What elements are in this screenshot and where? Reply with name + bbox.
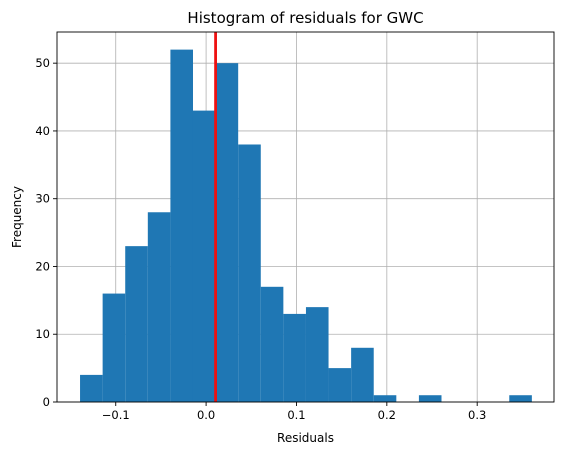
x-axis-ticks: −0.1 0.0 0.1 0.2 0.3 xyxy=(102,402,486,422)
histogram-bar xyxy=(305,307,329,402)
y-tick-label: 20 xyxy=(35,259,50,273)
y-axis-ticks: 0 10 20 30 40 50 xyxy=(35,56,57,409)
plot-frame xyxy=(56,31,555,403)
histogram-bar xyxy=(102,293,126,402)
histogram-bar xyxy=(328,368,352,402)
histogram-bar xyxy=(125,246,148,402)
x-tick-label: 0.3 xyxy=(468,408,486,422)
histogram-bar xyxy=(351,347,374,402)
y-tick-label: 40 xyxy=(35,124,50,138)
x-tick-label: 0.2 xyxy=(378,408,396,422)
histogram-bar xyxy=(80,374,103,402)
histogram-bar xyxy=(147,212,171,402)
y-axis-label: Frequency xyxy=(10,186,24,248)
histogram-bar xyxy=(260,286,284,402)
x-tick-label: 0.0 xyxy=(197,408,215,422)
histogram-bar xyxy=(192,110,216,402)
histogram-bar xyxy=(170,49,193,402)
x-axis-label: Residuals xyxy=(277,431,334,445)
x-tick-label: −0.1 xyxy=(102,408,130,422)
y-tick-label: 10 xyxy=(35,327,50,341)
y-tick-label: 0 xyxy=(43,395,50,409)
y-tick-label: 50 xyxy=(35,56,50,70)
histogram-bar xyxy=(373,395,397,402)
histogram-bar xyxy=(283,313,306,402)
histogram-bar xyxy=(215,63,239,403)
y-tick-label: 30 xyxy=(35,192,50,206)
histogram-bar xyxy=(238,144,261,402)
chart-title: Histogram of residuals for GWC xyxy=(187,9,423,27)
histogram-bars xyxy=(80,49,532,403)
histogram-bar xyxy=(418,395,442,402)
histogram-bar xyxy=(509,395,532,402)
x-tick-label: 0.1 xyxy=(287,408,305,422)
